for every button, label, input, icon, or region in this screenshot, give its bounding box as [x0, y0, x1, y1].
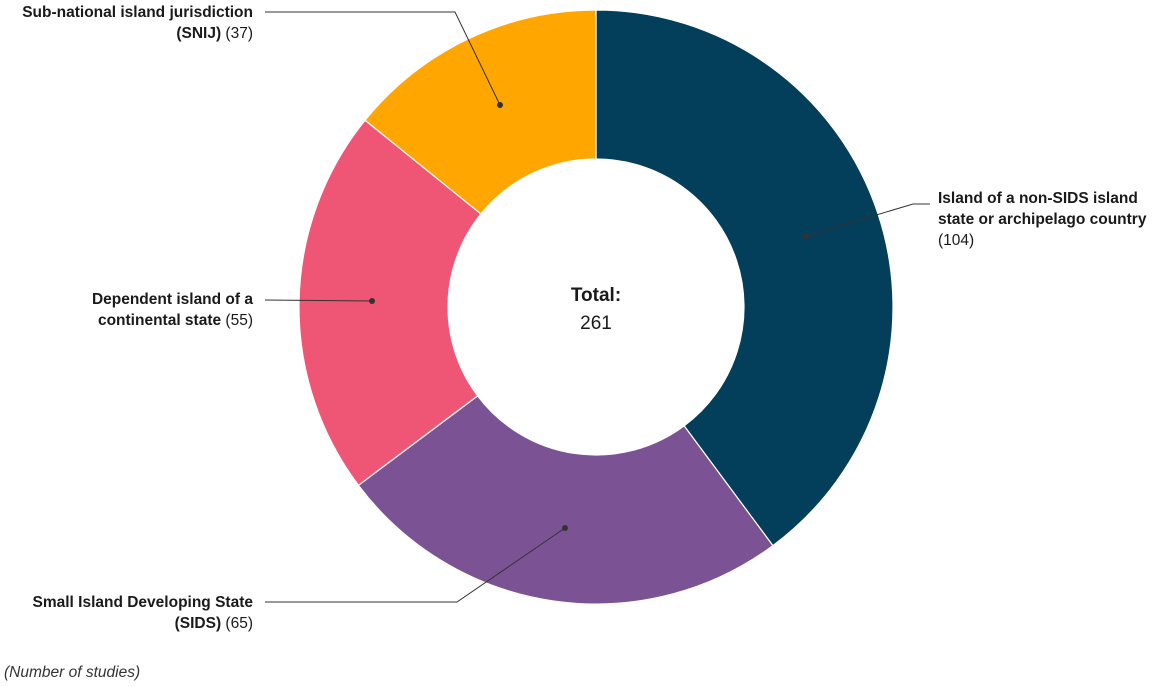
slice-label-non-sids: Island of a non-SIDS island state or arch…: [938, 190, 1147, 249]
leader-dot-dependent: [369, 298, 375, 304]
slice-count: (65): [221, 615, 253, 632]
slice-label-line: (SNIJ): [176, 25, 221, 42]
leader-dot-snij: [497, 102, 503, 108]
slice-sids: [357, 395, 774, 605]
slice-non-sids: [595, 9, 894, 547]
leader-line-snij: [265, 11, 501, 106]
leader-dot-non-sids: [803, 233, 809, 239]
leader-lines: [264, 11, 930, 603]
slice-label-line: Sub-national island jurisdiction: [22, 4, 253, 21]
leader-line-dependent: [264, 299, 373, 302]
slice-label-line: Small Island Developing State: [32, 594, 253, 611]
center-total-value: 261: [580, 313, 612, 334]
slice-labels: Island of a non-SIDS island state or arch…: [22, 4, 1147, 632]
leader-line-non-sids: [805, 203, 930, 237]
slice-dependent: [298, 119, 482, 487]
slice-label-line: Island of a non-SIDS island: [938, 190, 1138, 207]
slice-label-line: (SIDS): [175, 615, 222, 632]
slice-label-line: state or archipelago country: [938, 211, 1147, 228]
slice-label-sids: Small Island Developing State (SIDS) (65): [32, 594, 253, 632]
leader-line-sids: [265, 527, 566, 603]
center-total-label: Total:: [571, 285, 621, 306]
slice-label-dependent: Dependent island of a continental state (…: [92, 291, 253, 329]
units-note: (Number of studies): [4, 664, 141, 681]
slice-snij: [364, 9, 597, 215]
slice-count: (55): [221, 312, 253, 329]
slice-label-line: Dependent island of a: [92, 291, 253, 308]
slice-count: (37): [221, 25, 253, 42]
donut-slices: [298, 9, 894, 605]
slice-label-snij: Sub-national island jurisdiction (SNIJ) (…: [22, 4, 253, 42]
slice-label-line: continental state: [98, 312, 222, 329]
slice-count: (104): [938, 232, 974, 249]
leader-dot-sids: [562, 525, 568, 531]
